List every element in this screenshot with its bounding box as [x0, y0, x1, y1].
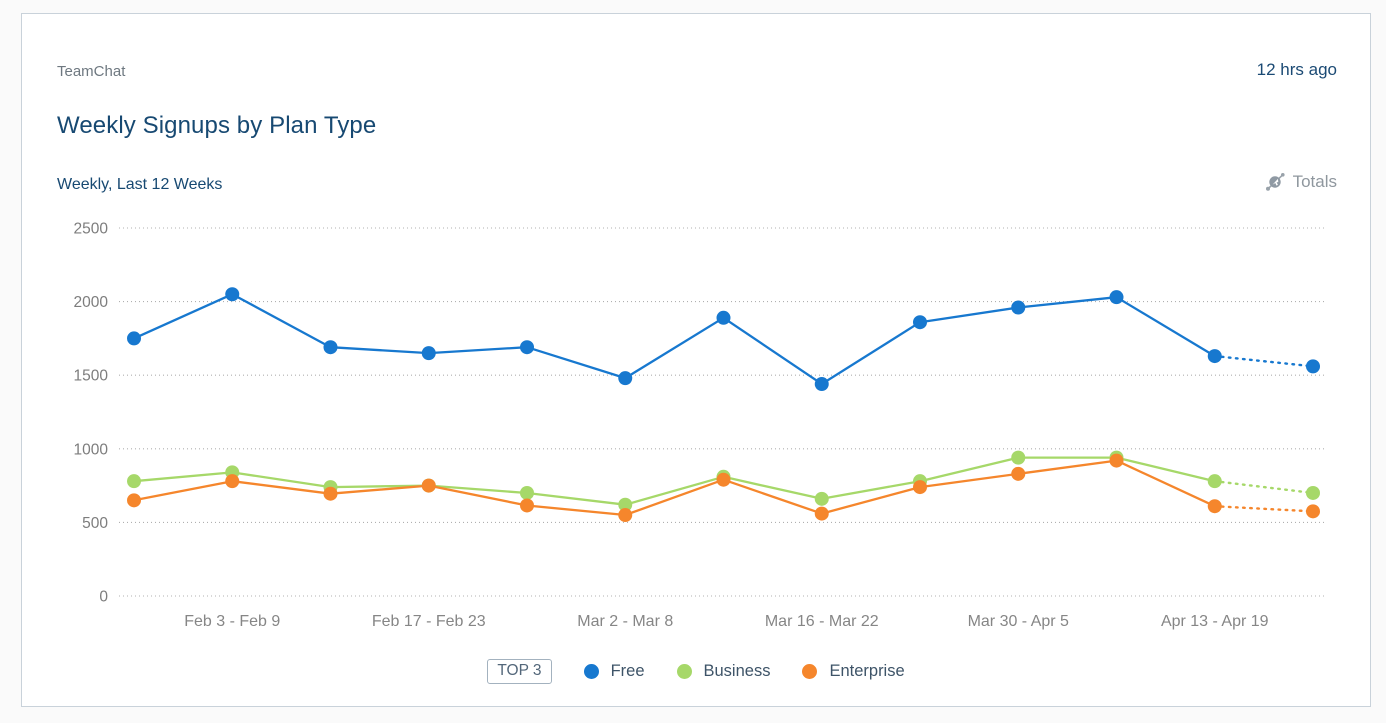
data-point-business[interactable]: [127, 474, 141, 489]
series-line-enterprise: [133, 459, 1216, 517]
chart-widget-card: TeamChat 12 hrs ago Weekly Signups by Pl…: [21, 13, 1371, 707]
data-point-free[interactable]: [1109, 290, 1124, 305]
y-axis-tick-label: 2000: [74, 294, 109, 311]
legend-dot-business: [676, 664, 692, 679]
x-axis-tick-label: Feb 3 - Feb 9: [184, 613, 280, 630]
series-line-free: [133, 293, 1216, 386]
data-point-enterprise[interactable]: [127, 493, 141, 508]
x-axis-tick-label: Mar 2 - Mar 8: [577, 613, 673, 630]
data-point-enterprise[interactable]: [323, 486, 338, 501]
data-point-enterprise[interactable]: [1306, 504, 1320, 519]
data-point-free[interactable]: [323, 340, 338, 355]
legend-label: Enterprise: [829, 662, 905, 680]
data-point-enterprise[interactable]: [1109, 453, 1124, 468]
data-point-free[interactable]: [225, 287, 240, 302]
legend-item-enterprise[interactable]: Enterprise: [802, 662, 905, 681]
data-point-business[interactable]: [520, 485, 534, 500]
line-chart: 0 500 1000 1500 2000 2500 Feb 3 - Feb 9 Feb 17 …: [74, 221, 1326, 630]
legend-item-business[interactable]: Business: [676, 662, 771, 681]
data-point-free[interactable]: [127, 331, 141, 346]
data-point-enterprise[interactable]: [716, 472, 731, 487]
data-point-business[interactable]: [814, 491, 829, 506]
series-projection-free: [1213, 354, 1315, 368]
data-point-business[interactable]: [1011, 450, 1026, 465]
y-axis-tick-label: 1500: [74, 368, 109, 385]
last-updated-label: 12 hrs ago: [1256, 60, 1337, 79]
series-line-business: [133, 456, 1216, 506]
totals-trend-icon: [1265, 172, 1286, 192]
x-axis-tick-label: Apr 13 - Apr 19: [1161, 613, 1269, 630]
legend-dot-enterprise: [802, 664, 818, 679]
data-point-business[interactable]: [1306, 485, 1320, 500]
totals-label: Totals: [1292, 172, 1337, 191]
data-point-free[interactable]: [421, 346, 436, 361]
data-point-business[interactable]: [1207, 474, 1222, 489]
x-axis-tick-label: Mar 30 - Apr 5: [968, 613, 1069, 630]
data-point-enterprise[interactable]: [1207, 499, 1222, 514]
legend-dot-free: [583, 664, 599, 679]
data-point-free[interactable]: [814, 377, 829, 392]
data-point-enterprise[interactable]: [225, 474, 240, 489]
totals-toggle[interactable]: Totals: [1265, 172, 1337, 192]
x-axis-tick-label: Feb 17 - Feb 23: [372, 613, 486, 630]
data-point-free[interactable]: [1306, 359, 1320, 374]
series-projection-business: [1213, 479, 1315, 495]
legend-label: Free: [610, 662, 645, 680]
data-point-free[interactable]: [1011, 300, 1026, 315]
data-point-free[interactable]: [913, 315, 927, 330]
data-point-free[interactable]: [716, 310, 731, 325]
data-point-enterprise[interactable]: [1011, 466, 1026, 481]
chart-subtitle: Weekly, Last 12 Weeks: [57, 176, 223, 193]
data-point-free[interactable]: [1207, 349, 1222, 364]
data-point-enterprise[interactable]: [618, 508, 633, 523]
y-axis-tick-label: 2500: [74, 221, 109, 238]
data-point-enterprise[interactable]: [520, 498, 534, 513]
data-point-free[interactable]: [520, 340, 534, 355]
data-point-enterprise[interactable]: [814, 506, 829, 521]
data-point-enterprise[interactable]: [913, 480, 927, 495]
page-title: Weekly Signups by Plan Type: [57, 112, 377, 139]
series-projection-enterprise: [1213, 505, 1315, 513]
data-point-business[interactable]: [618, 497, 633, 512]
legend-label: Business: [703, 662, 771, 680]
source-label: TeamChat: [57, 63, 126, 80]
y-axis-tick-label: 500: [82, 515, 108, 532]
y-axis-tick-label: 1000: [74, 441, 109, 458]
top-3-badge: TOP 3: [487, 659, 552, 684]
data-point-free[interactable]: [618, 371, 633, 386]
legend-item-free[interactable]: Free: [583, 662, 645, 681]
y-axis-tick-label: 0: [99, 589, 108, 606]
x-axis-tick-label: Mar 16 - Mar 22: [765, 613, 879, 630]
chart-legend: TOP 3 Free Business Enterprise: [22, 659, 1370, 684]
data-point-enterprise[interactable]: [421, 478, 436, 493]
